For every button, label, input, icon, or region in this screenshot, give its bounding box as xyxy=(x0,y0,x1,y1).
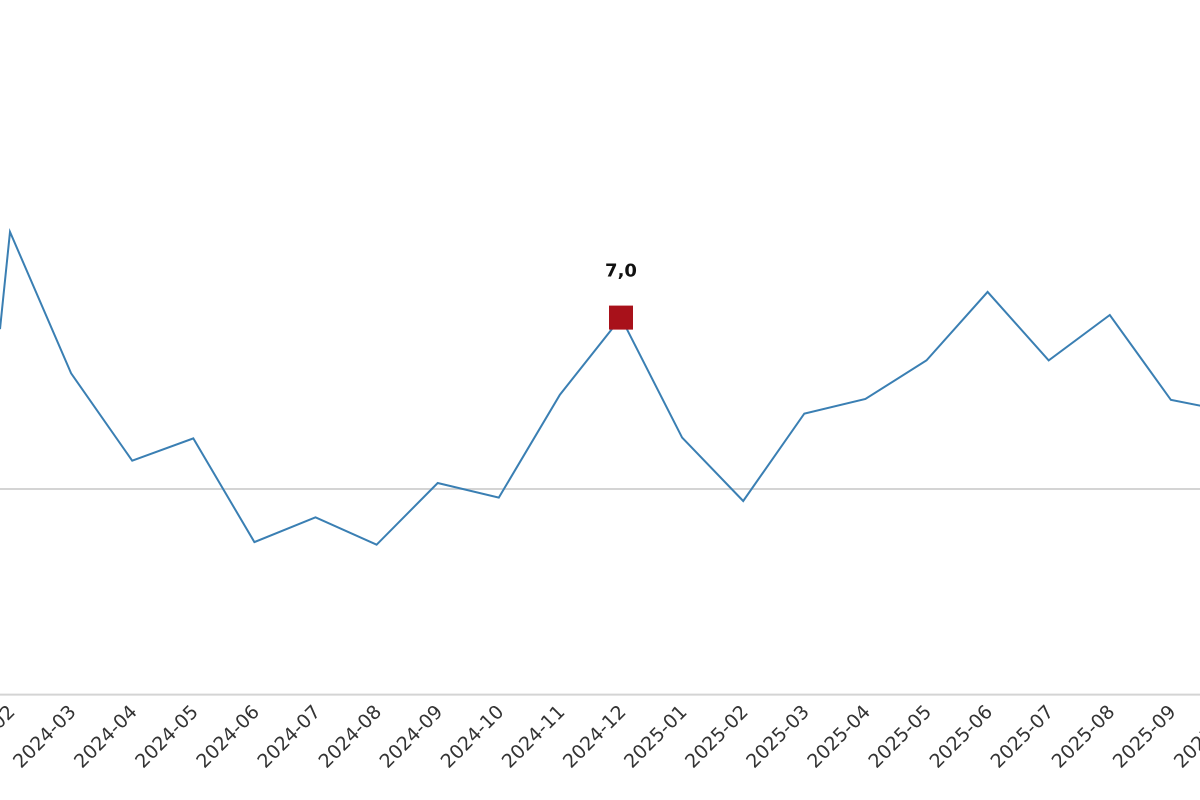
x-tick-label: 2025-02 xyxy=(681,701,753,773)
x-tick-label: 2024-05 xyxy=(131,701,203,773)
x-tick-label: 2024-08 xyxy=(314,701,386,773)
x-tick-label: 2024-11 xyxy=(498,701,570,773)
x-tick-label: 2025-01 xyxy=(620,701,692,773)
highlight-marker xyxy=(609,305,633,330)
x-tick-label: 2025-06 xyxy=(925,701,997,773)
x-tick-label: 2025-08 xyxy=(1048,701,1120,773)
x-tick-label: 2024-03 xyxy=(9,701,81,773)
x-tick-label: 2024-09 xyxy=(376,701,448,773)
x-tick-label: 2024-04 xyxy=(70,701,142,773)
x-tick-label: 2025-07 xyxy=(987,701,1059,773)
x-tick-label: 2025-04 xyxy=(803,701,875,773)
gridlines xyxy=(0,488,1200,696)
data-label: 7,0 xyxy=(605,261,637,282)
series-line-0 xyxy=(0,227,1200,546)
x-tick-label: 2025-09 xyxy=(1109,701,1181,773)
x-tick-label: 2024-07 xyxy=(253,701,325,773)
x-tick-label: 2025-03 xyxy=(742,701,814,773)
x-tick-label: 2024-12 xyxy=(559,701,631,773)
x-tick-label: 2025-05 xyxy=(864,701,936,773)
x-tick-label: 2024-10 xyxy=(437,701,509,773)
series-lines xyxy=(0,227,1200,546)
highlight-markers: 7,0 xyxy=(605,261,637,330)
x-axis-tick-labels: 2024-022024-032024-042024-052024-062024-… xyxy=(0,701,1200,773)
x-tick-label: 2024-06 xyxy=(192,701,264,773)
